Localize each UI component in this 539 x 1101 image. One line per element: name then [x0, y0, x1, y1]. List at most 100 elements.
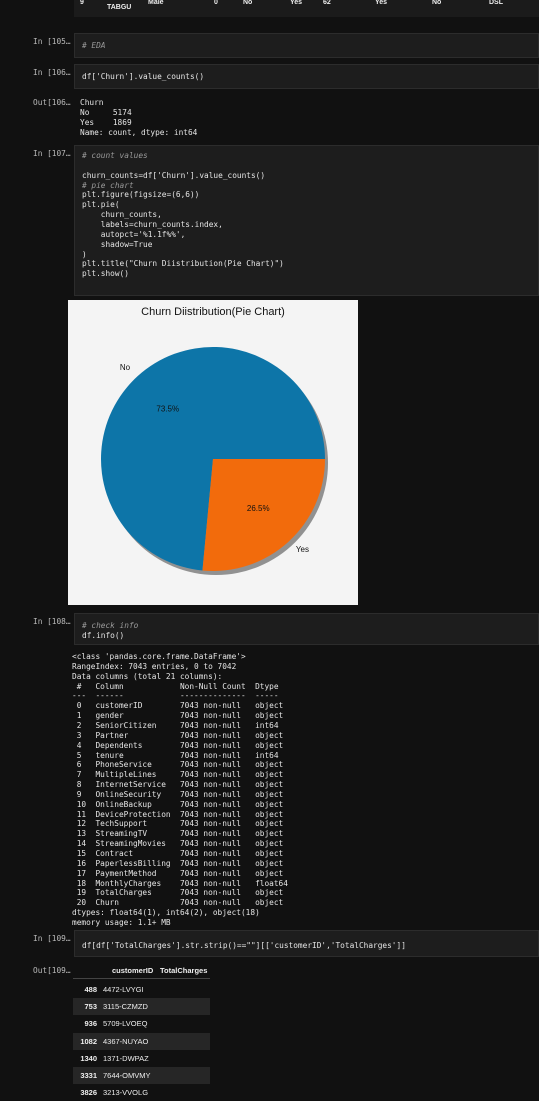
cell-prompt: In [108… [33, 617, 71, 626]
code-line: shadow=True [82, 239, 153, 249]
row-index: 3331 [80, 1071, 97, 1080]
output-line: 8 InternetService 7043 non-null object [72, 780, 284, 790]
output-line: 3 Partner 7043 non-null object [72, 730, 284, 740]
table-header: TotalCharges [160, 966, 208, 975]
output-line: 0 customerID 7043 non-null object [72, 701, 284, 711]
output-line: 4 Dependents 7043 non-null object [72, 740, 284, 750]
code-line: plt.show() [82, 269, 129, 279]
code-line: plt.figure(figsize=(6,6)) [82, 190, 200, 200]
code-cell [74, 33, 539, 58]
out-prompt: Out[106… [33, 98, 71, 107]
row-index: 1082 [80, 1036, 97, 1046]
code-cell [74, 613, 539, 645]
code-line: df['Churn'].value_counts() [82, 72, 205, 81]
output-line: dtypes: float64(1), int64(2), object(18) [72, 908, 260, 918]
code-line: autopct='%1.1f%%', [82, 229, 186, 239]
pie-value-label: 73.5% [156, 404, 179, 413]
code-cell [74, 64, 539, 89]
code-line: # count values [82, 151, 148, 160]
table-row [73, 1067, 210, 1084]
pie-value-label: 26.5% [247, 504, 270, 513]
code-line: df[df['TotalCharges'].str.strip()==""][[… [82, 941, 406, 950]
table-rule [73, 978, 210, 979]
code-cell [74, 145, 539, 296]
output-line: 11 DeviceProtection 7043 non-null object [72, 809, 284, 819]
table-cell: No [432, 0, 442, 6]
output-line: <class 'pandas.core.frame.DataFrame'> [72, 652, 246, 661]
output-line: RangeIndex: 7043 entries, 0 to 7042 [72, 661, 237, 671]
code-line: # pie chart [82, 180, 134, 190]
output-line: 20 Churn 7043 non-null object [72, 898, 284, 908]
output-line: No 5174 [80, 107, 132, 117]
table-cell: TABGU [107, 4, 132, 11]
code-line: plt.title("Churn Diistribution(Pie Chart… [82, 259, 284, 269]
row-index: 936 [84, 1019, 97, 1029]
cell-prompt: In [107… [33, 149, 71, 158]
code-line: df.info() [82, 630, 125, 640]
table-cell: 0 [214, 0, 218, 6]
table-cell: 4472-LVYGI [103, 985, 144, 994]
output-line: 13 StreamingTV 7043 non-null object [72, 829, 284, 839]
output-line: 7 MultipleLines 7043 non-null object [72, 770, 284, 780]
table-cell: DSL [489, 0, 503, 6]
table-cell: 3115-CZMZD [103, 1002, 148, 1012]
table-header: customerID [112, 966, 154, 975]
output-line: 5 tenure 7043 non-null int64 [72, 750, 279, 760]
out-prompt: Out[109… [33, 966, 71, 975]
code-cell [74, 930, 539, 957]
table-cell: 4367-NUYAO [103, 1036, 149, 1046]
code-line: plt.pie( [82, 200, 120, 210]
row-index: 753 [84, 1002, 97, 1012]
table-row [73, 998, 210, 1016]
output-line: 2 SeniorCitizen 7043 non-null int64 [72, 720, 279, 730]
table-cell: 5709-LVOEQ [103, 1019, 148, 1029]
output-line: 19 TotalCharges 7043 non-null object [72, 888, 284, 898]
table-cell: 62 [323, 0, 331, 6]
output-line: 10 OnlineBackup 7043 non-null object [72, 799, 284, 809]
table-cell: No [243, 0, 253, 6]
output-line: --- ------ -------------- ----- [72, 691, 279, 701]
row-index: 1340 [80, 1053, 97, 1063]
chart: Churn Diistribution(Pie Chart) No 73.5% Yes… [68, 300, 358, 605]
code-line: ) [82, 249, 87, 259]
output-line: 6 PhoneService 7043 non-null object [72, 760, 284, 770]
output-line: 18 MonthlyCharges 7043 non-null float64 [72, 878, 288, 888]
row-index: 3826 [80, 1088, 97, 1098]
table-cell: Yes [375, 0, 388, 6]
output-line: Name: count, dtype: int64 [80, 127, 198, 137]
table-cell: 1371-DWPAZ [103, 1053, 149, 1063]
output-line: Data columns (total 21 columns): [72, 671, 223, 681]
output-line: 12 TechSupport 7043 non-null object [72, 819, 284, 829]
table-cell: 7644-OMVMY [103, 1071, 151, 1080]
code-line: # check info [82, 621, 139, 630]
chart-title: Churn Diistribution(Pie Chart) [141, 306, 285, 318]
output-line: 9 OnlineSecurity 7043 non-null object [72, 789, 284, 799]
cell-prompt: In [109… [33, 934, 71, 943]
output-line: 15 Contract 7043 non-null object [72, 849, 284, 858]
output-line: Yes 1869 [80, 117, 132, 127]
table-cell: 9 [80, 0, 84, 6]
pie-label: No [120, 363, 131, 372]
table-cell: Male [148, 0, 164, 6]
output-line: # Column Non-Null Count Dtype [72, 681, 279, 691]
output-line: 17 PaymentMethod 7043 non-null object [72, 868, 284, 878]
row-index: 488 [84, 985, 97, 994]
code-line: churn_counts=df['Churn'].value_counts() [82, 170, 266, 180]
code-line: # EDA [82, 41, 106, 50]
output-line: 1 gender 7043 non-null object [72, 711, 284, 721]
pie-slice [202, 459, 325, 571]
output-line: Churn [80, 98, 104, 107]
cell-prompt: In [105… [33, 37, 71, 46]
code-line: labels=churn_counts.index, [82, 219, 223, 229]
pie-label: Yes [296, 545, 309, 554]
output-line: memory usage: 1.1+ MB [72, 917, 171, 927]
code-line: churn_counts, [82, 210, 162, 220]
pie-slice [101, 347, 326, 571]
output-line: 14 StreamingMovies 7043 non-null object [72, 839, 284, 849]
table-row [73, 1032, 210, 1050]
table-row [74, 0, 539, 17]
table-cell: Yes [290, 0, 303, 6]
output-line: 16 PaperlessBilling 7043 non-null object [72, 858, 284, 868]
table-cell: 3213-VVOLG [103, 1088, 149, 1098]
